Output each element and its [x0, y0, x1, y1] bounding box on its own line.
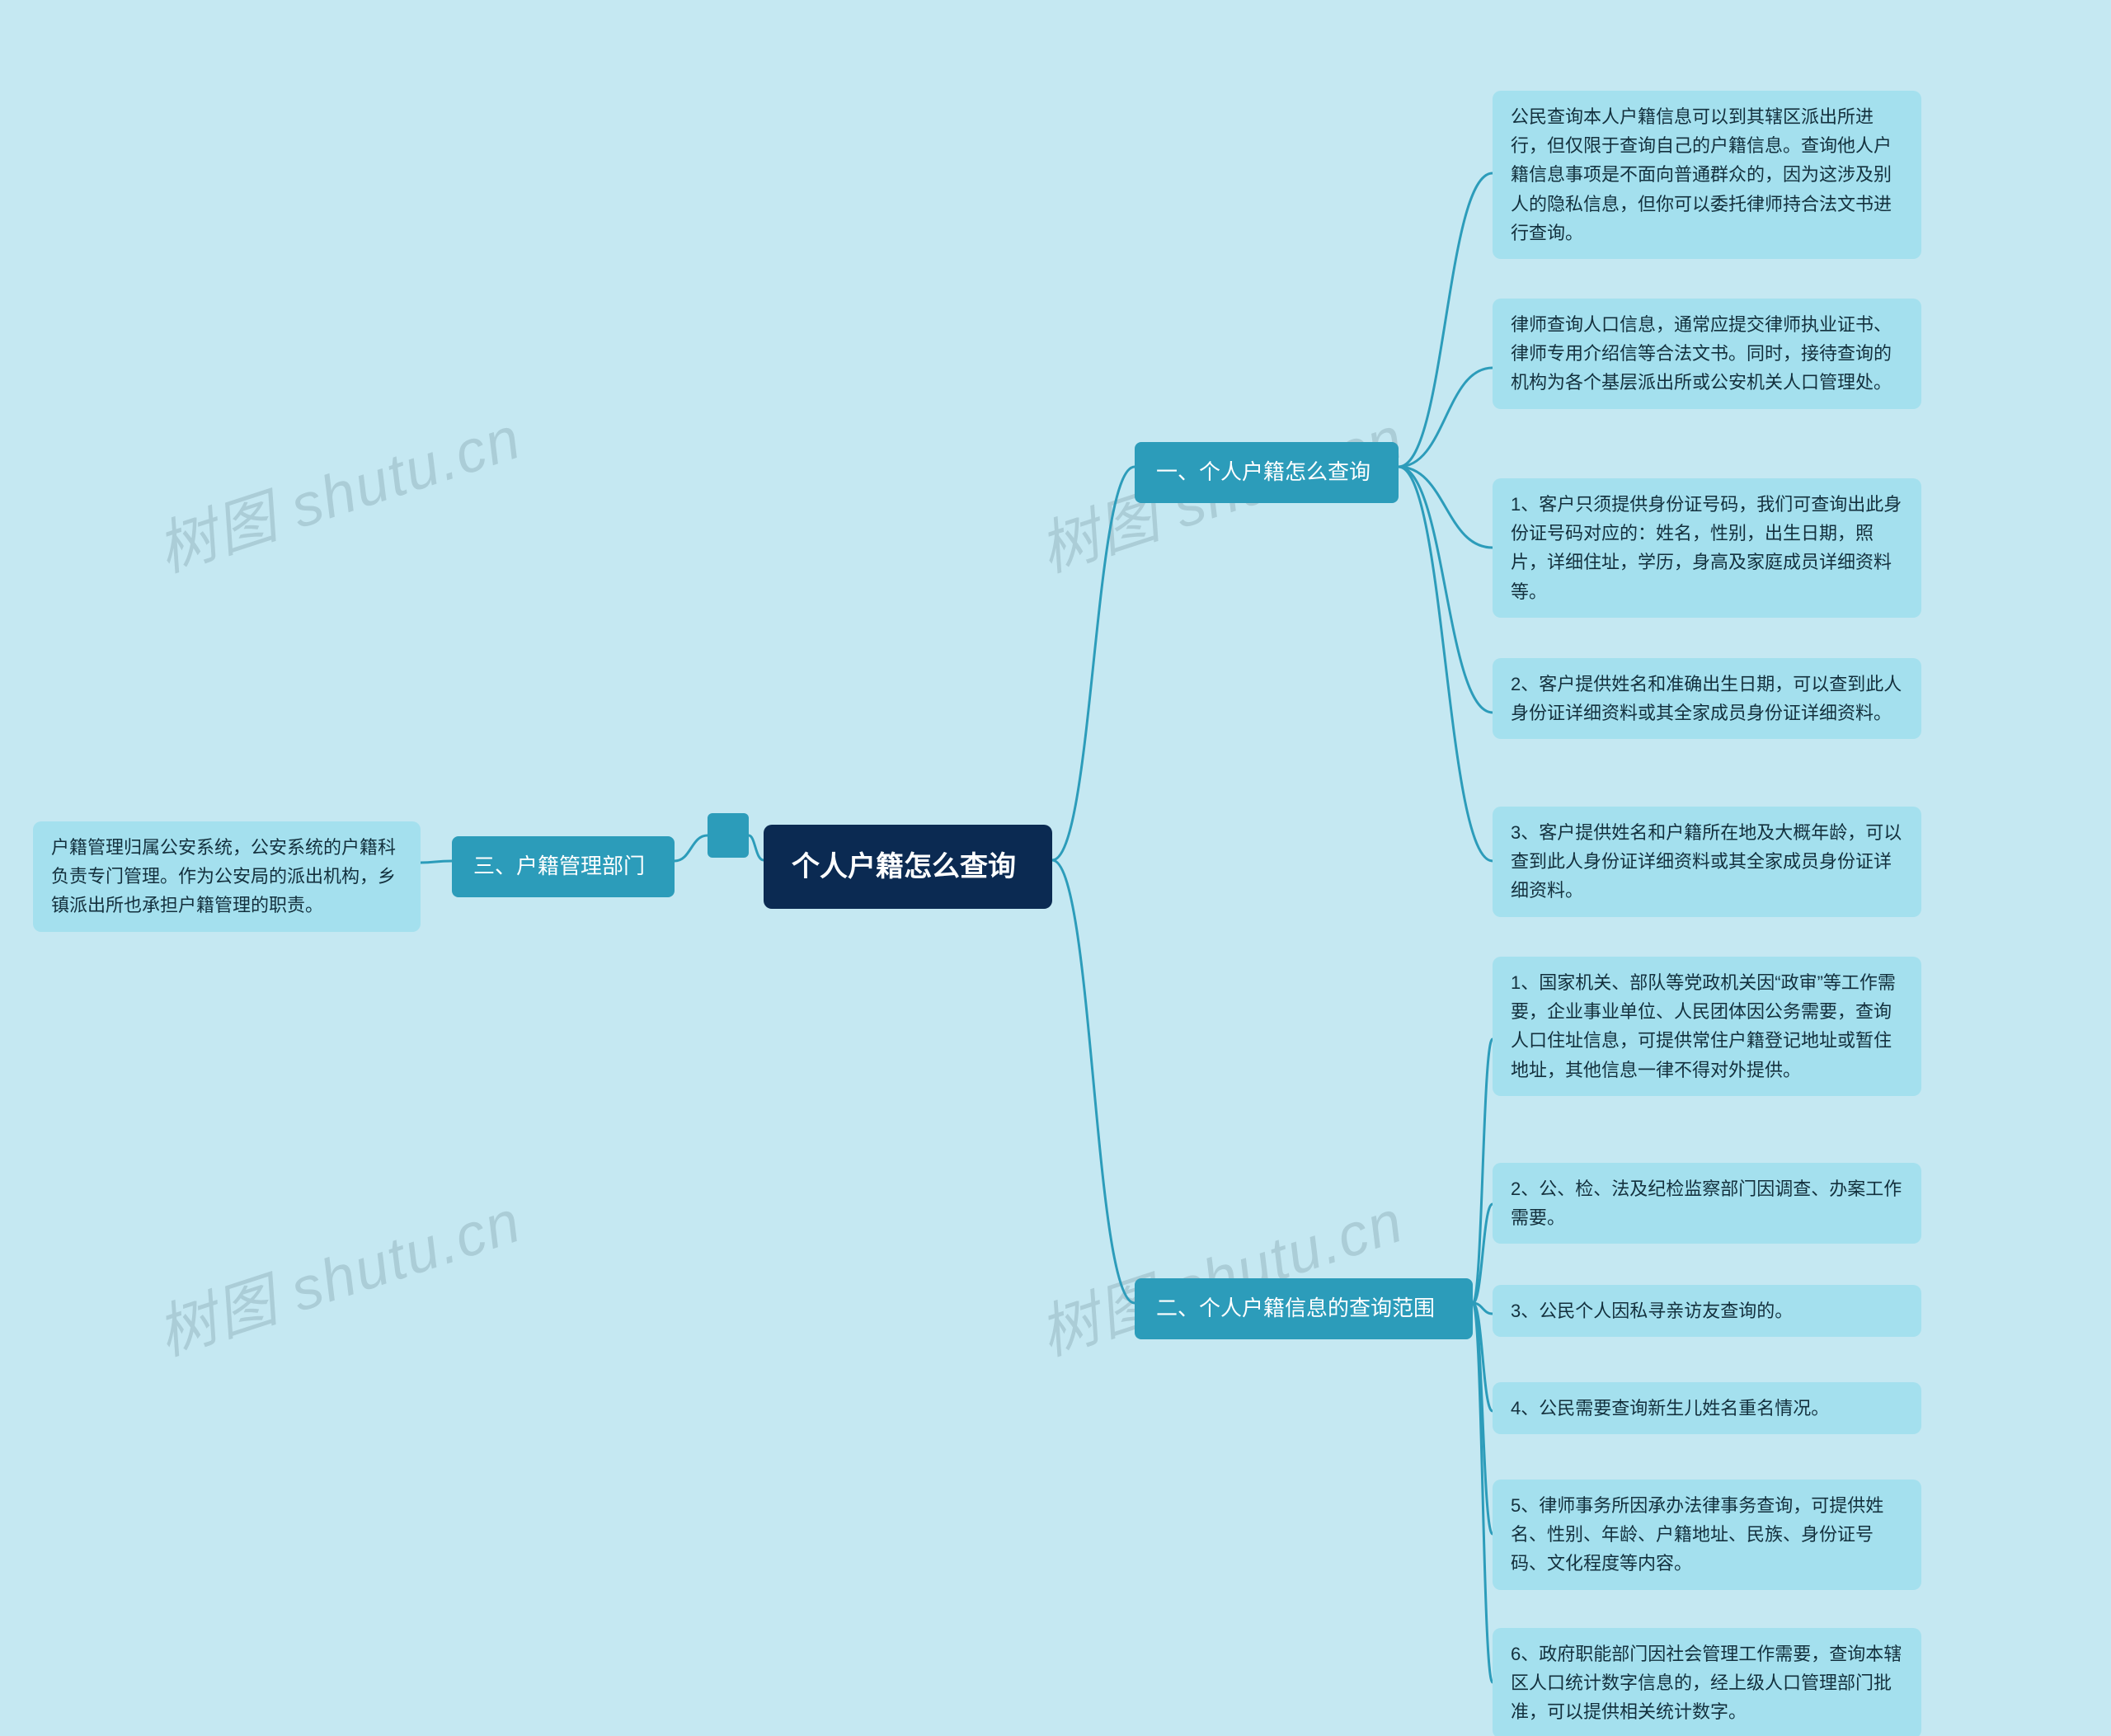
branch-node-one[interactable]: 一、个人户籍怎么查询 [1135, 442, 1399, 503]
watermark: 树图 shutu.cn [1027, 1173, 1413, 1371]
branch-node-three[interactable]: 三、户籍管理部门 [452, 836, 675, 897]
leaf-node[interactable]: 2、客户提供姓名和准确出生日期，可以查到此人身份证详细资料或其全家成员身份证详细… [1493, 658, 1921, 739]
leaf-node[interactable]: 公民查询本人户籍信息可以到其辖区派出所进行，但仅限于查询自己的户籍信息。查询他人… [1493, 91, 1921, 259]
mindmap-canvas: 树图 shutu.cn 树图 shutu.cn 树图 shutu.cn 树图 s… [0, 0, 2111, 1736]
leaf-node[interactable]: 1、国家机关、部队等党政机关因“政审”等工作需要，企业事业单位、人民团体因公务需… [1493, 957, 1921, 1096]
leaf-node[interactable]: 3、公民个人因私寻亲访友查询的。 [1493, 1285, 1921, 1337]
branch-node-two[interactable]: 二、个人户籍信息的查询范围 [1135, 1278, 1473, 1339]
leaf-node[interactable]: 6、政府职能部门因社会管理工作需要，查询本辖区人口统计数字信息的，经上级人口管理… [1493, 1628, 1921, 1736]
leaf-node[interactable]: 5、律师事务所因承办法律事务查询，可提供姓名、性别、年龄、户籍地址、民族、身份证… [1493, 1480, 1921, 1590]
leaf-node[interactable]: 户籍管理归属公安系统，公安系统的户籍科负责专门管理。作为公安局的派出机构，乡镇派… [33, 821, 421, 932]
root-handle-block [708, 813, 749, 858]
leaf-node[interactable]: 律师查询人口信息，通常应提交律师执业证书、律师专用介绍信等合法文书。同时，接待查… [1493, 299, 1921, 409]
watermark: 树图 shutu.cn [144, 1173, 530, 1371]
root-node[interactable]: 个人户籍怎么查询 [764, 825, 1052, 909]
watermark: 树图 shutu.cn [144, 389, 530, 588]
leaf-node[interactable]: 3、客户提供姓名和户籍所在地及大概年龄，可以查到此人身份证详细资料或其全家成员身… [1493, 807, 1921, 917]
leaf-node[interactable]: 1、客户只须提供身份证号码，我们可查询出此身份证号码对应的：姓名，性别，出生日期… [1493, 478, 1921, 618]
leaf-node[interactable]: 4、公民需要查询新生儿姓名重名情况。 [1493, 1382, 1921, 1434]
leaf-node[interactable]: 2、公、检、法及纪检监察部门因调查、办案工作需要。 [1493, 1163, 1921, 1244]
